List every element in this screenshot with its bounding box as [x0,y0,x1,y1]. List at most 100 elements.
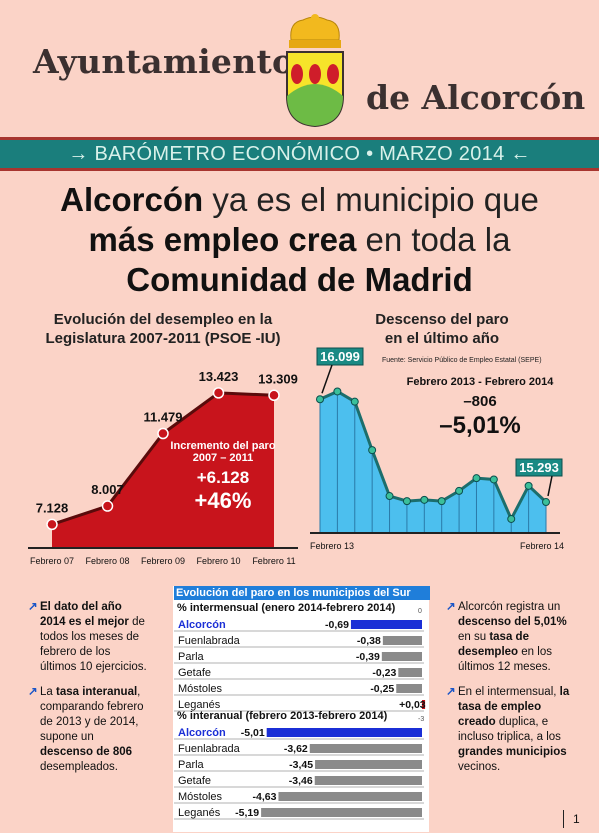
table-row-name: Parla [178,651,205,663]
table-row-value: -5,19 [235,807,259,819]
right-point [437,497,446,506]
right-chart-info: Febrero 2013 - Febrero 2014 –806 –5,01% [380,376,580,440]
right-point [420,495,429,504]
table-row-name: Alcorcón [178,619,226,631]
paragraph-text: descenso del 5,01% [458,616,567,628]
box-line3: +6.128 [196,468,250,487]
headline-l1b: ya es el municipio que [203,181,539,218]
table-row-value: -5,01 [241,727,265,739]
headline: Alcorcón ya es el municipio que más empl… [0,180,599,300]
paragraph: ↗ El dato del año 2014 es el mejor de tod… [28,600,148,675]
paragraph: ↗ La tasa interanual, comparando febrero … [28,685,148,775]
table-row-name: Getafe [178,775,211,787]
table-bar [396,684,422,693]
box-line2: 2007 – 2011 [192,452,254,464]
table-row-value: +0,03 [399,699,426,711]
arrow-bullet-icon: ↗ [28,601,38,613]
paragraph-text: En el intermensual, [458,686,560,698]
right-point [350,397,359,406]
table-row-value: -0,39 [356,651,380,663]
left-chart-title: Evolución del desempleo en la Legislatur… [28,310,298,348]
table-title: Evolución del paro en los municipios del… [174,586,430,600]
table-section-title: % intermensual (enero 2014-febrero 2014) [177,602,396,614]
table-row-value: -3,45 [289,759,313,771]
table-bar [278,792,422,801]
left-value-label: 11.479 [143,410,182,425]
end-callout-label: 15.293 [519,460,559,475]
title-ayuntamiento: Ayuntamiento [33,42,295,81]
left-value-label: 8.007 [91,482,124,497]
table-section-scale: -3 [418,716,424,723]
left-x-label: Febrero 07 [30,556,74,566]
right-point [368,446,377,455]
left-chart-title-1: Evolución del desempleo en la [53,311,273,328]
coat-of-arms-icon [286,14,344,128]
pct-label: –5,01% [439,412,521,439]
arrow-bullet-icon: ↗ [446,686,456,698]
table-row-name: Móstoles [178,791,223,803]
right-line [319,389,548,523]
right-x-label: Febrero 14 [520,541,564,551]
table-bar [398,668,422,677]
headline-l2b: en toda la [356,221,511,258]
band-title: → BARÓMETRO ECONÓMICO • MARZO 2014 ← [68,143,531,165]
paragraph-text: Alcorcón registra un [458,601,561,613]
table-bar [315,760,422,769]
table-row-name: Parla [178,759,205,771]
period-label: Febrero 2013 - Febrero 2014 [406,376,554,388]
chart-source: Fuente: Servicio Público de Empleo Estat… [382,357,542,364]
paragraph-text: El dato del año 2014 es el mejor [40,601,129,628]
table-row-name: Móstoles [178,683,223,695]
left-point [268,389,280,402]
box-line4: +46% [194,488,252,513]
left-x-label: Febrero 08 [85,556,129,566]
headline-l1a: Alcorcón [60,181,204,218]
table-row-value: -0,38 [357,635,381,647]
table-bar [381,652,422,661]
right-point [316,395,324,404]
paragraph: ↗ En el intermensual, la tasa de empleo c… [446,685,570,775]
right-area [320,391,546,533]
right-point [507,514,516,523]
right-point [489,475,498,484]
right-point [472,474,481,483]
left-x-label: Febrero 10 [196,556,240,566]
end-callout [515,458,563,477]
right-point [455,486,464,495]
table-row-value: -3,62 [284,743,308,755]
barometer-band [0,137,599,171]
table-row-value: -0,69 [325,619,349,631]
left-value-label: 7.128 [36,500,69,515]
table-row-name: Fuenlabrada [178,635,241,647]
right-point [542,498,550,507]
table-bar [309,744,422,753]
paragraph-text: , comparando febrero de 2013 y de 2014, … [40,686,144,743]
arrow-bullet-icon: ↗ [28,686,38,698]
table-section-title: % interanual (febrero 2013-febrero 2014) [177,710,388,722]
left-point [46,518,58,531]
paragraph-text: vecinos. [458,761,501,773]
left-point [212,387,225,399]
paragraph-text: duplica, e incluso triplica, a los [458,716,561,743]
start-callout-label: 16.099 [320,349,360,364]
table-row-value: -3,46 [289,775,313,787]
left-point [157,427,169,440]
table-row-name: Fuenlabrada [178,743,241,755]
table-row-value: -4,63 [253,791,277,803]
paragraph-text: La [40,686,56,698]
table-row-name: Leganés [178,699,221,711]
footer-divider [563,810,564,828]
paragraph-text: de todos los meses de febrero de los últ… [40,616,147,673]
left-x-label: Febrero 11 [252,556,295,566]
paragraph-text: la tasa de empleo creado [458,686,570,728]
table-bar [261,808,422,817]
table-row-name: Leganés [178,807,221,819]
table-bar [422,700,426,709]
title-alcorcon: de Alcorcón [366,78,586,117]
table-row-value: -0,23 [372,667,396,679]
right-point [524,481,533,490]
left-chart-title-2: Legislatura 2007-2011 (PSOE -IU) [45,330,281,347]
right-chart-title: Descenso del paro en el último año [312,310,572,348]
left-text: ↗ El dato del año 2014 es el mejor de tod… [28,600,148,785]
table-bar [314,776,422,785]
